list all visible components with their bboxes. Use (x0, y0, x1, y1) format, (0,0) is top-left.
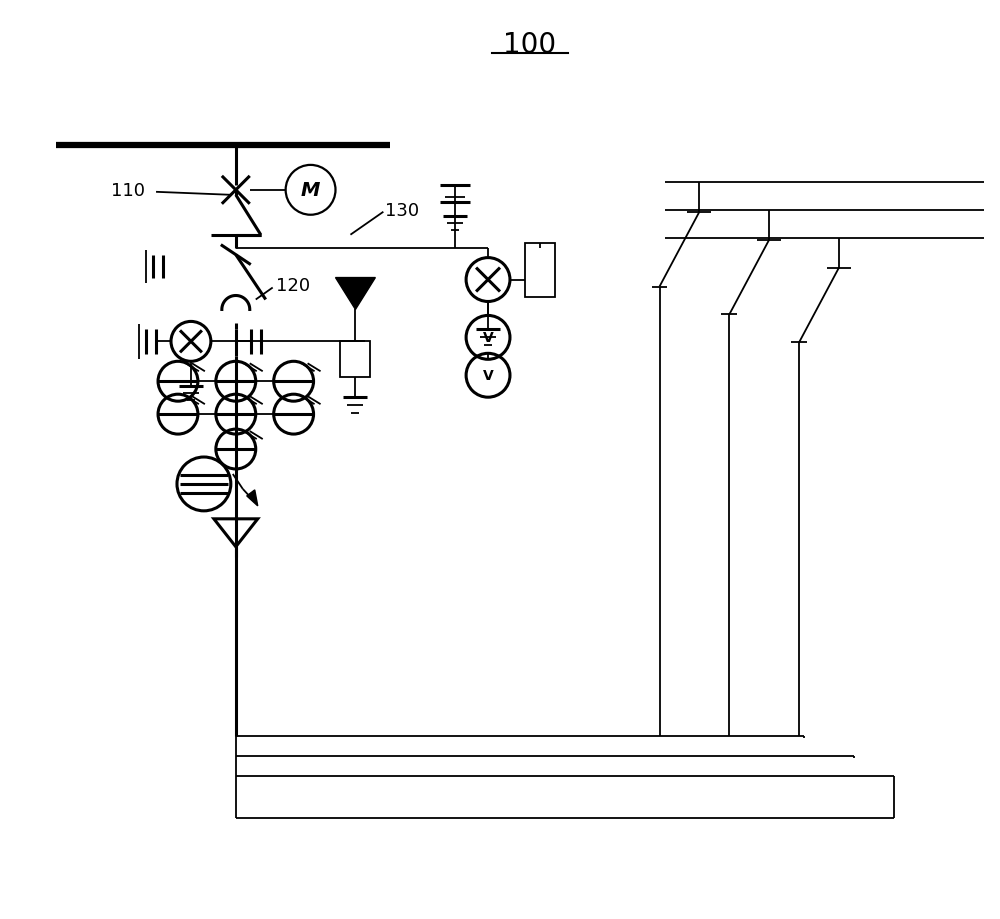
Text: 130: 130 (385, 201, 419, 220)
Text: V: V (483, 369, 493, 383)
Text: V: V (483, 331, 493, 345)
Polygon shape (247, 491, 258, 506)
Bar (340, 342, 370, 378)
Bar (525, 244, 555, 298)
Text: 110: 110 (111, 182, 145, 199)
Text: 100: 100 (503, 31, 556, 59)
Text: M: M (301, 181, 320, 200)
Polygon shape (335, 278, 375, 310)
Text: 120: 120 (276, 277, 310, 294)
